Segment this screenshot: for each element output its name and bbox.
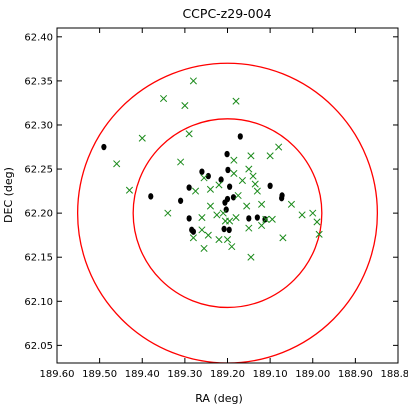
- galaxy-point: [267, 182, 273, 190]
- y-tick-label: 62.35: [24, 76, 53, 87]
- galaxy-point: [148, 193, 154, 200]
- member-x-marker: [200, 174, 208, 182]
- member-x-marker: [253, 187, 261, 195]
- plot-background: [57, 28, 398, 363]
- member-x-marker: [238, 176, 246, 185]
- member-x-marker: [164, 209, 172, 217]
- galaxy-point: [221, 225, 227, 233]
- member-x-marker: [262, 215, 270, 223]
- member-x-marker: [230, 156, 238, 164]
- x-tick-label: 188.90: [338, 369, 373, 380]
- galaxy-point: [230, 194, 237, 201]
- member-x-marker: [287, 200, 295, 208]
- y-tick-label: 62.05: [24, 341, 53, 352]
- x-tick-label: 189.60: [40, 369, 75, 380]
- galaxy-point: [186, 215, 192, 222]
- y-tick-label: 62.20: [24, 209, 53, 220]
- y-tick-label: 62.25: [24, 165, 53, 176]
- member-x-marker: [125, 186, 134, 194]
- x-tick-label: 189.00: [295, 369, 330, 380]
- galaxy-point: [218, 176, 224, 183]
- member-x-marker: [215, 181, 223, 189]
- y-tick-label: 62.40: [24, 32, 53, 43]
- galaxy-point: [279, 194, 285, 202]
- radius-circle: [132, 118, 323, 309]
- member-x-marker: [213, 211, 221, 219]
- y-tick-label: 62.15: [24, 253, 53, 264]
- member-x-marker: [206, 202, 215, 210]
- radius-circle: [77, 62, 378, 363]
- member-x-marker: [138, 134, 146, 142]
- member-x-marker: [177, 158, 185, 166]
- galaxy-point: [189, 226, 195, 234]
- member-x-marker: [189, 77, 197, 85]
- x-tick-label: 189.20: [210, 369, 245, 380]
- x-tick-label: 188.80: [381, 369, 408, 380]
- member-x-marker: [298, 211, 306, 219]
- galaxy-point: [237, 133, 243, 140]
- member-x-marker: [315, 230, 323, 238]
- member-x-marker: [198, 213, 206, 222]
- member-x-marker: [309, 209, 317, 217]
- member-x-marker: [230, 169, 238, 178]
- member-x-marker: [219, 209, 227, 217]
- member-x-marker: [251, 180, 259, 188]
- member-x-marker: [204, 231, 212, 239]
- member-x-marker: [245, 224, 253, 232]
- plot-area: [77, 62, 378, 363]
- axis-ticks: 189.60 189.50 189.40 189.30 189.20 189.10 189.…: [24, 28, 408, 380]
- member-x-marker: [189, 234, 197, 242]
- member-x-marker: [247, 253, 255, 261]
- y-tick-label: 62.30: [24, 120, 53, 131]
- member-x-marker: [234, 191, 242, 200]
- member-x-marker: [232, 213, 240, 222]
- member-x-marker: [249, 172, 257, 180]
- member-x-marker: [215, 236, 223, 244]
- member-x-marker: [226, 217, 234, 225]
- member-x-marker: [228, 243, 236, 251]
- y-tick-label: 62.10: [24, 297, 53, 308]
- galaxy-point: [199, 168, 205, 175]
- member-x-marker: [191, 187, 200, 195]
- galaxy-point: [224, 150, 230, 158]
- chart-title: CCPC-z29-004: [182, 6, 271, 21]
- galaxy-point: [246, 215, 252, 222]
- galaxy-point: [186, 184, 192, 191]
- member-x-marker: [258, 200, 266, 208]
- member-x-marker: [200, 244, 208, 252]
- member-x-marker: [223, 236, 232, 244]
- galaxy-point: [254, 214, 260, 221]
- galaxy-point: [101, 143, 107, 151]
- member-x-marker: [275, 143, 283, 151]
- galaxy-point: [227, 183, 233, 190]
- member-x-marker: [198, 226, 206, 234]
- x-tick-label: 189.10: [253, 369, 288, 380]
- x-tick-label: 189.30: [167, 369, 202, 380]
- plot-frame: [56, 27, 399, 364]
- member-x-marker: [279, 234, 287, 242]
- member-x-marker: [185, 130, 193, 138]
- member-x-marker: [247, 152, 255, 160]
- member-x-marker: [232, 97, 240, 105]
- member-x-marker: [313, 218, 321, 226]
- galaxy-point: [225, 166, 231, 174]
- member-x-marker: [181, 102, 189, 110]
- member-x-marker: [160, 94, 168, 103]
- galaxy-point: [226, 226, 232, 234]
- member-x-marker: [258, 221, 266, 230]
- member-x-marker: [268, 215, 276, 223]
- galaxy-point: [222, 199, 228, 206]
- x-tick-label: 189.40: [125, 369, 160, 380]
- y-axis-label: DEC (deg): [2, 167, 15, 223]
- galaxy-point: [178, 197, 184, 204]
- member-x-marker: [206, 185, 215, 193]
- member-x-marker: [266, 152, 274, 160]
- x-axis-label: RA (deg): [195, 392, 243, 405]
- member-x-marker: [245, 165, 253, 173]
- member-x-marker: [243, 202, 251, 210]
- member-x-marker: [113, 160, 121, 168]
- x-tick-label: 189.50: [82, 369, 117, 380]
